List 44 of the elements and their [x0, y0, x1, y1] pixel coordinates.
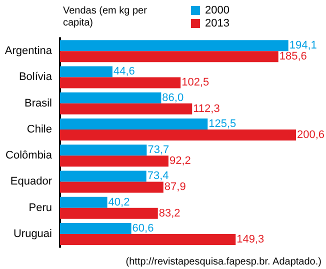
- data-label: 194,1: [289, 40, 317, 52]
- y-tick-label: Colômbia: [6, 150, 53, 162]
- data-label: 60,6: [132, 222, 154, 234]
- bar: [60, 77, 181, 88]
- bar: [60, 144, 147, 156]
- bar: [60, 182, 164, 193]
- data-label: 200,6: [297, 128, 325, 141]
- data-label: 73,4: [147, 170, 169, 182]
- bar: [60, 170, 146, 182]
- data-label: 185,6: [279, 50, 307, 63]
- bar: [60, 156, 168, 167]
- data-label: 83,2: [158, 207, 180, 220]
- bar: [60, 66, 112, 78]
- chart-title: Vendas (em kg per capita): [63, 6, 150, 28]
- data-label: 40,2: [108, 196, 130, 208]
- text: (http://revistapesquisa.fapesp.br. Adaptado.): [126, 256, 322, 268]
- bar: [60, 118, 208, 130]
- data-label: 125,5: [208, 118, 236, 130]
- legend-label: 2000: [205, 4, 230, 16]
- bar: [60, 103, 192, 114]
- data-label: 102,5: [182, 76, 210, 89]
- bar: [60, 51, 278, 62]
- bar: [60, 129, 296, 140]
- bar: [60, 222, 132, 234]
- legend-label: 2013: [205, 18, 230, 30]
- bar: [60, 208, 158, 219]
- y-tick-label: Argentina: [4, 45, 53, 58]
- y-tick-label: Peru: [28, 202, 52, 214]
- y-tick-label: Brasil: [24, 97, 52, 110]
- data-label: 87,9: [164, 181, 186, 194]
- bar: [60, 234, 236, 245]
- bar: [60, 92, 162, 104]
- data-label: 149,3: [236, 233, 264, 246]
- data-label: 86,0: [162, 92, 184, 104]
- data-label: 73,7: [148, 144, 170, 156]
- y-tick-label: Chile: [26, 123, 52, 136]
- data-label: 92,2: [169, 155, 191, 168]
- bar: [60, 196, 108, 208]
- data-label: 44,6: [113, 66, 135, 78]
- bar: [60, 40, 288, 52]
- y-tick-label: Uruguai: [13, 228, 52, 240]
- y-tick-label: Bolívia: [18, 71, 53, 84]
- y-tick-label: Equador: [10, 176, 52, 188]
- data-label: 112,3: [193, 102, 220, 115]
